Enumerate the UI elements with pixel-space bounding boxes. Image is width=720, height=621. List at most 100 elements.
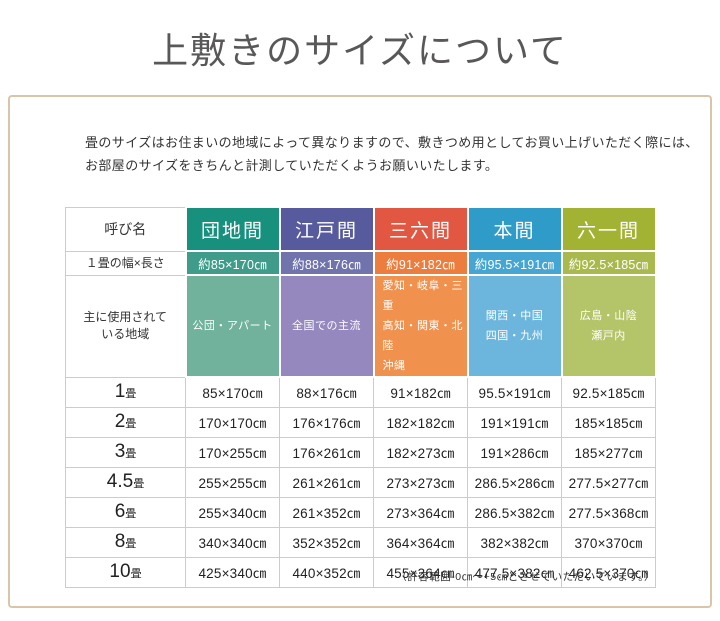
mat-count: 2 xyxy=(114,411,126,432)
dimension-cell: 170×255㎝ xyxy=(185,436,280,468)
dimension-cell: 462.5×370㎝ xyxy=(561,556,656,588)
column-header-rokuichima: 六一間 xyxy=(560,206,657,252)
mat-unit: 畳 xyxy=(125,508,137,520)
dimension-cell: 85×170㎝ xyxy=(185,376,280,408)
column-header-saburokuma: 三六間 xyxy=(372,206,469,252)
dimension-cell: 455×364㎝ xyxy=(373,556,468,588)
intro-line-2: お部屋のサイズをきちんと計測していただくようお願いいたします。 xyxy=(85,158,499,173)
mat-unit: 畳 xyxy=(125,538,137,550)
dimension-cell: 277.5×277㎝ xyxy=(561,466,656,498)
region-cell: 広島・山陰 瀬戸内 xyxy=(560,274,657,378)
mat-count-label: 1畳 xyxy=(65,376,186,408)
tatami-size-table: 呼び名 団地間 江戸間 三六間 本間 六一間 １畳の幅×長さ 約85×170㎝ … xyxy=(65,206,657,588)
region-cell: 公団・アパート xyxy=(184,274,281,378)
corner-header: 呼び名 xyxy=(65,206,186,252)
header-row: 呼び名 団地間 江戸間 三六間 本間 六一間 xyxy=(65,206,657,252)
mat-count: 3 xyxy=(114,441,126,462)
mat-count: 10 xyxy=(109,561,131,582)
region-row-label: 主に使用されて いる地域 xyxy=(65,274,186,378)
mat-unit: 畳 xyxy=(125,418,137,430)
dimension-cell: 91×182㎝ xyxy=(373,376,468,408)
region-line: 高知・関東・北陸 xyxy=(382,320,463,352)
region-line: 公団・アパート xyxy=(192,320,273,332)
dimension-cell: 92.5×185㎝ xyxy=(561,376,656,408)
dimension-cell: 185×185㎝ xyxy=(561,406,656,438)
dimension-cell: 88×176㎝ xyxy=(279,376,374,408)
column-header-honma: 本間 xyxy=(466,206,563,252)
dimension-cell: 255×340㎝ xyxy=(185,496,280,528)
region-line: 四国・九州 xyxy=(485,330,544,342)
column-header-edoma: 江戸間 xyxy=(278,206,375,252)
table-row-2jo: 2畳 170×170㎝ 176×176㎝ 182×182㎝ 191×191㎝ 1… xyxy=(65,406,656,438)
table-row-4-5jo: 4.5畳 255×255㎝ 261×261㎝ 273×273㎝ 286.5×28… xyxy=(65,466,656,498)
mat-count: 8 xyxy=(114,531,126,552)
size-row: １畳の幅×長さ 約85×170㎝ 約88×176㎝ 約91×182㎝ 約95.5… xyxy=(65,250,657,276)
mat-unit: 畳 xyxy=(125,448,137,460)
region-line: 広島・山陰 xyxy=(579,310,638,322)
dimension-cell: 255×255㎝ xyxy=(185,466,280,498)
dimension-cell: 176×261㎝ xyxy=(279,436,374,468)
mat-count-label: 2畳 xyxy=(65,406,186,438)
size-row-label: １畳の幅×長さ xyxy=(65,250,186,276)
table-row-3jo: 3畳 170×255㎝ 176×261㎝ 182×273㎝ 191×286㎝ 1… xyxy=(65,436,656,468)
dimension-cell: 176×176㎝ xyxy=(279,406,374,438)
region-cell: 愛知・岐阜・三重 高知・関東・北陸 沖縄 xyxy=(372,274,469,378)
dimension-cell: 261×261㎝ xyxy=(279,466,374,498)
size-cell: 約85×170㎝ xyxy=(184,250,281,276)
table-row-8jo: 8畳 340×340㎝ 352×352㎝ 364×364㎝ 382×382㎝ 3… xyxy=(65,526,656,558)
dimension-cell: 340×340㎝ xyxy=(185,526,280,558)
region-cell: 関西・中国四国・九州 xyxy=(466,274,563,378)
page-title: 上敷きのサイズについて xyxy=(152,31,568,71)
mat-count-label: 10畳 xyxy=(65,556,186,588)
content-frame: 畳のサイズはお住まいの地域によって異なりますので、敷きつめ用としてお買い上げいた… xyxy=(8,95,712,608)
table-row-10jo: 10畳 425×340㎝ 440×352㎝ 455×364㎝ 477.5×382… xyxy=(65,556,656,588)
mat-count: 1 xyxy=(114,381,126,402)
column-header-danchima: 団地間 xyxy=(184,206,281,252)
dimension-cell: 170×170㎝ xyxy=(185,406,280,438)
dimension-cell: 182×182㎝ xyxy=(373,406,468,438)
mat-count: 6 xyxy=(114,501,126,522)
region-label-line-2: いる地域 xyxy=(101,327,150,341)
dimension-cell: 277.5×368㎝ xyxy=(561,496,656,528)
mat-count: 4.5 xyxy=(106,471,134,492)
mat-count-label: 8畳 xyxy=(65,526,186,558)
dimension-cell: 273×364㎝ xyxy=(373,496,468,528)
dimension-cell: 273×273㎝ xyxy=(373,466,468,498)
mat-count-label: 6畳 xyxy=(65,496,186,528)
dimension-cell: 191×191㎝ xyxy=(467,406,562,438)
size-cell: 約92.5×185㎝ xyxy=(560,250,657,276)
dimension-cell: 191×286㎝ xyxy=(467,436,562,468)
mat-unit: 畳 xyxy=(130,568,142,580)
mat-count-label: 3畳 xyxy=(65,436,186,468)
dimension-cell: 352×352㎝ xyxy=(279,526,374,558)
dimension-cell: 95.5×191㎝ xyxy=(467,376,562,408)
region-row: 主に使用されて いる地域 公団・アパート 全国での主流 愛知・岐阜・三重 高知・関東… xyxy=(65,274,657,378)
tolerance-note: （許容範囲-0㎝～+5㎝とさせていただいています。） xyxy=(396,571,655,583)
table-row-6jo: 6畳 255×340㎝ 261×352㎝ 273×364㎝ 286.5×382㎝… xyxy=(65,496,656,528)
dimension-cell: 382×382㎝ xyxy=(467,526,562,558)
dimension-cell: 477.5×382㎝ xyxy=(467,556,562,588)
region-cell: 全国での主流 xyxy=(278,274,375,378)
intro-line-1: 畳のサイズはお住まいの地域によって異なりますので、敷きつめ用としてお買い上げいた… xyxy=(85,135,699,150)
mat-unit: 畳 xyxy=(125,388,137,400)
dimension-cell: 364×364㎝ xyxy=(373,526,468,558)
region-line: 瀬戸内 xyxy=(591,330,626,342)
size-cell: 約88×176㎝ xyxy=(278,250,375,276)
dimension-cell: 440×352㎝ xyxy=(279,556,374,588)
dimension-cell: 286.5×382㎝ xyxy=(467,496,562,528)
intro-text: 畳のサイズはお住まいの地域によって異なりますので、敷きつめ用としてお買い上げいた… xyxy=(85,131,699,177)
region-line: 全国での主流 xyxy=(292,320,361,332)
size-cell: 約91×182㎝ xyxy=(372,250,469,276)
size-cell: 約95.5×191㎝ xyxy=(466,250,563,276)
mat-count-label: 4.5畳 xyxy=(65,466,186,498)
dimension-cell: 185×277㎝ xyxy=(561,436,656,468)
region-line: 関西・中国 xyxy=(485,310,544,322)
dimension-cell: 370×370㎝ xyxy=(561,526,656,558)
region-line: 沖縄 xyxy=(382,360,406,372)
dimension-cell: 182×273㎝ xyxy=(373,436,468,468)
region-label-line-1: 主に使用されて xyxy=(83,310,168,324)
dimension-cell: 286.5×286㎝ xyxy=(467,466,562,498)
mat-unit: 畳 xyxy=(133,478,145,490)
dimension-cell: 261×352㎝ xyxy=(279,496,374,528)
